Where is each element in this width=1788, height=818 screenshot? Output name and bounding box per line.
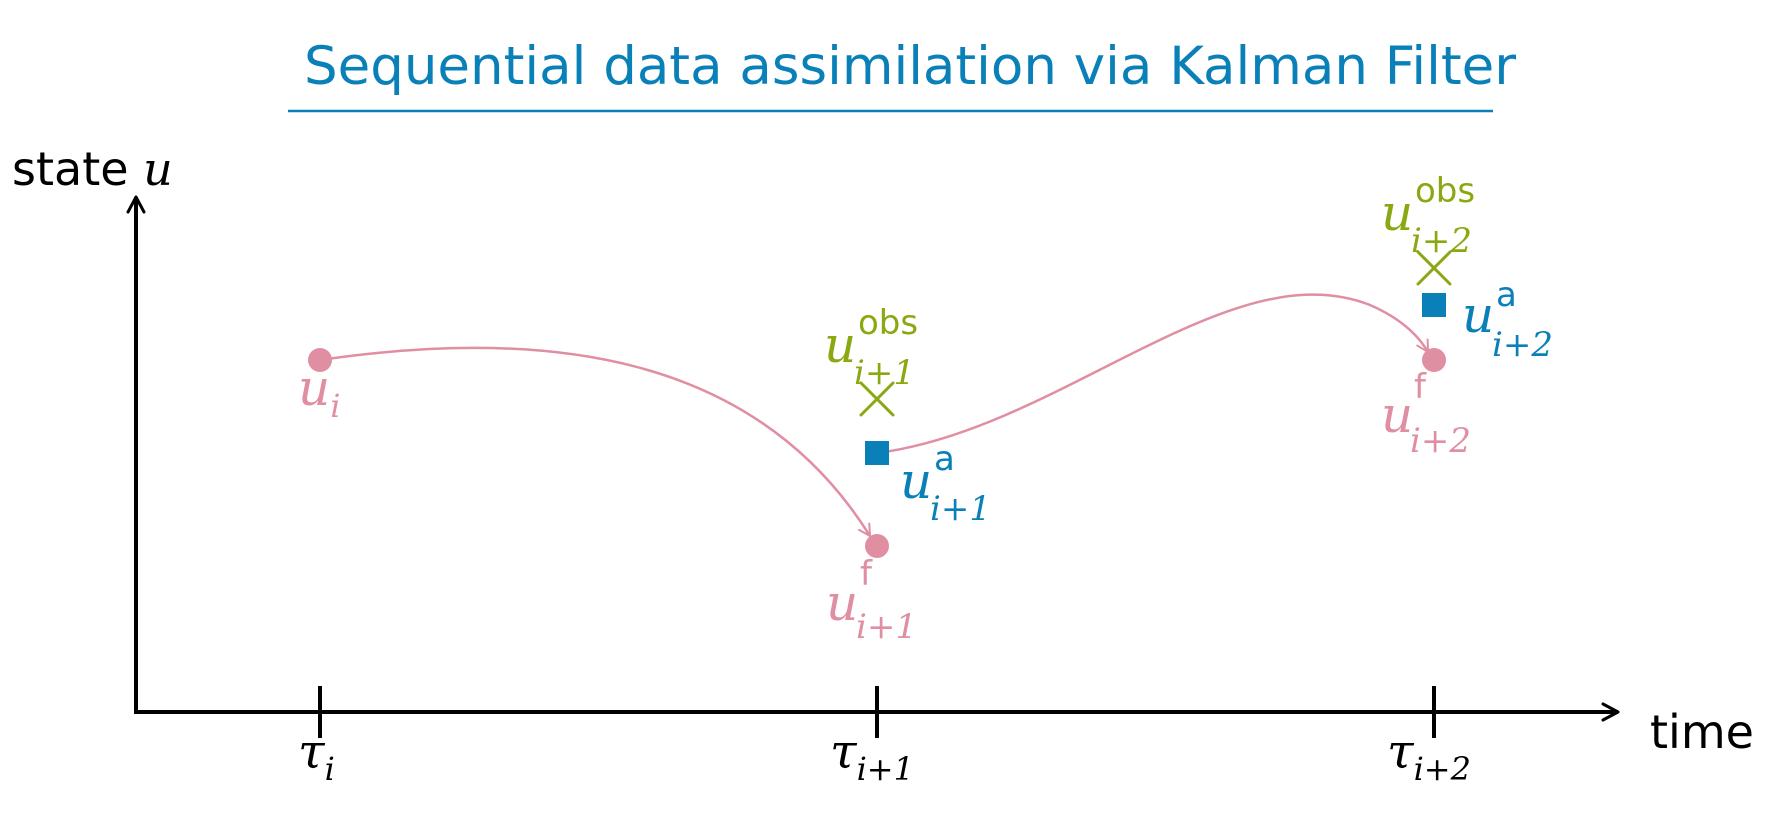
analysis-point-i2 bbox=[1422, 293, 1446, 317]
initial-state-point bbox=[308, 348, 332, 372]
y-axis-label-text: state bbox=[12, 142, 143, 196]
page-title: Sequential data assimilation via Kalman … bbox=[304, 36, 1516, 97]
forecast-point-i1 bbox=[865, 534, 889, 558]
observation-cross-i1 bbox=[859, 381, 895, 417]
analysis-point-i1 bbox=[865, 441, 889, 465]
label-u-i: ui bbox=[298, 359, 340, 425]
forecast-point-i2 bbox=[1422, 348, 1446, 372]
tick-label-i1: τi+1 bbox=[830, 724, 914, 788]
observation-cross-i2 bbox=[1416, 250, 1452, 286]
forecast-trajectory-1 bbox=[319, 346, 872, 537]
label-observation-i2: u obs i+2 bbox=[1381, 171, 1480, 261]
tick-label-i: τi bbox=[298, 724, 335, 788]
label-forecast-i2: u f i+2 bbox=[1381, 367, 1471, 461]
label-analysis-i1: u a i+1 bbox=[900, 439, 991, 529]
y-axis-label-var: u bbox=[143, 142, 173, 196]
label-observation-i1: u obs i+1 bbox=[824, 303, 923, 393]
forecast-trajectory-2 bbox=[876, 293, 1430, 455]
y-axis-label: state u bbox=[12, 142, 173, 196]
x-axis-label: time bbox=[1650, 705, 1754, 759]
label-analysis-i2: u a i+2 bbox=[1462, 275, 1553, 365]
label-forecast-i1: u f i+1 bbox=[826, 554, 917, 647]
tick-label-i2: τi+2 bbox=[1387, 724, 1471, 788]
